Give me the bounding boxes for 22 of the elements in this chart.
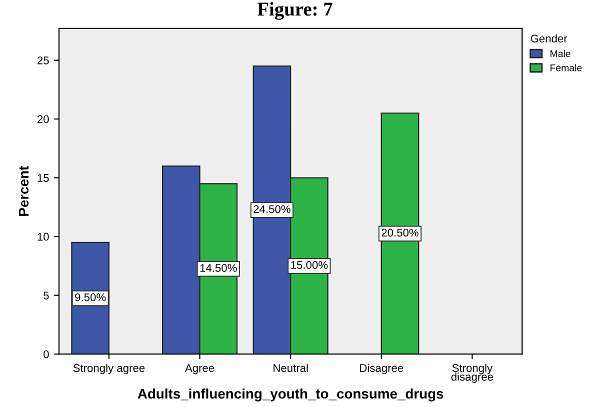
y-tick-label: 20 — [37, 115, 49, 124]
x-tick-label: Agree — [184, 364, 214, 374]
data-label: 24.50% — [254, 205, 290, 214]
legend-label: Female — [550, 64, 582, 72]
data-label: 14.50% — [200, 264, 237, 272]
data-label: 9.50% — [75, 293, 106, 302]
x-tick-label: Neutral — [274, 364, 308, 372]
x-tick-label: Disagree — [360, 364, 404, 374]
data-label: 15.00% — [291, 261, 328, 269]
y-axis-title: Percent — [18, 166, 29, 216]
x-axis-title: Adults_influencing_youth_to_consume_drugs — [138, 388, 444, 402]
legend-label: Male — [550, 50, 570, 58]
y-tick-label: 10 — [38, 232, 49, 241]
legend-title: Gender — [530, 34, 568, 42]
y-tick-label: 15 — [38, 174, 49, 182]
x-tick-label: Strongly disagree — [451, 364, 494, 383]
y-tick-label: 5 — [44, 292, 49, 300]
chart-title: Figure: 7 — [257, 2, 332, 20]
x-tick-label: Strongly agree — [73, 364, 145, 374]
y-tick-label: 0 — [44, 350, 49, 358]
data-label: 20.50% — [382, 228, 418, 237]
y-tick-label: 25 — [37, 56, 49, 64]
